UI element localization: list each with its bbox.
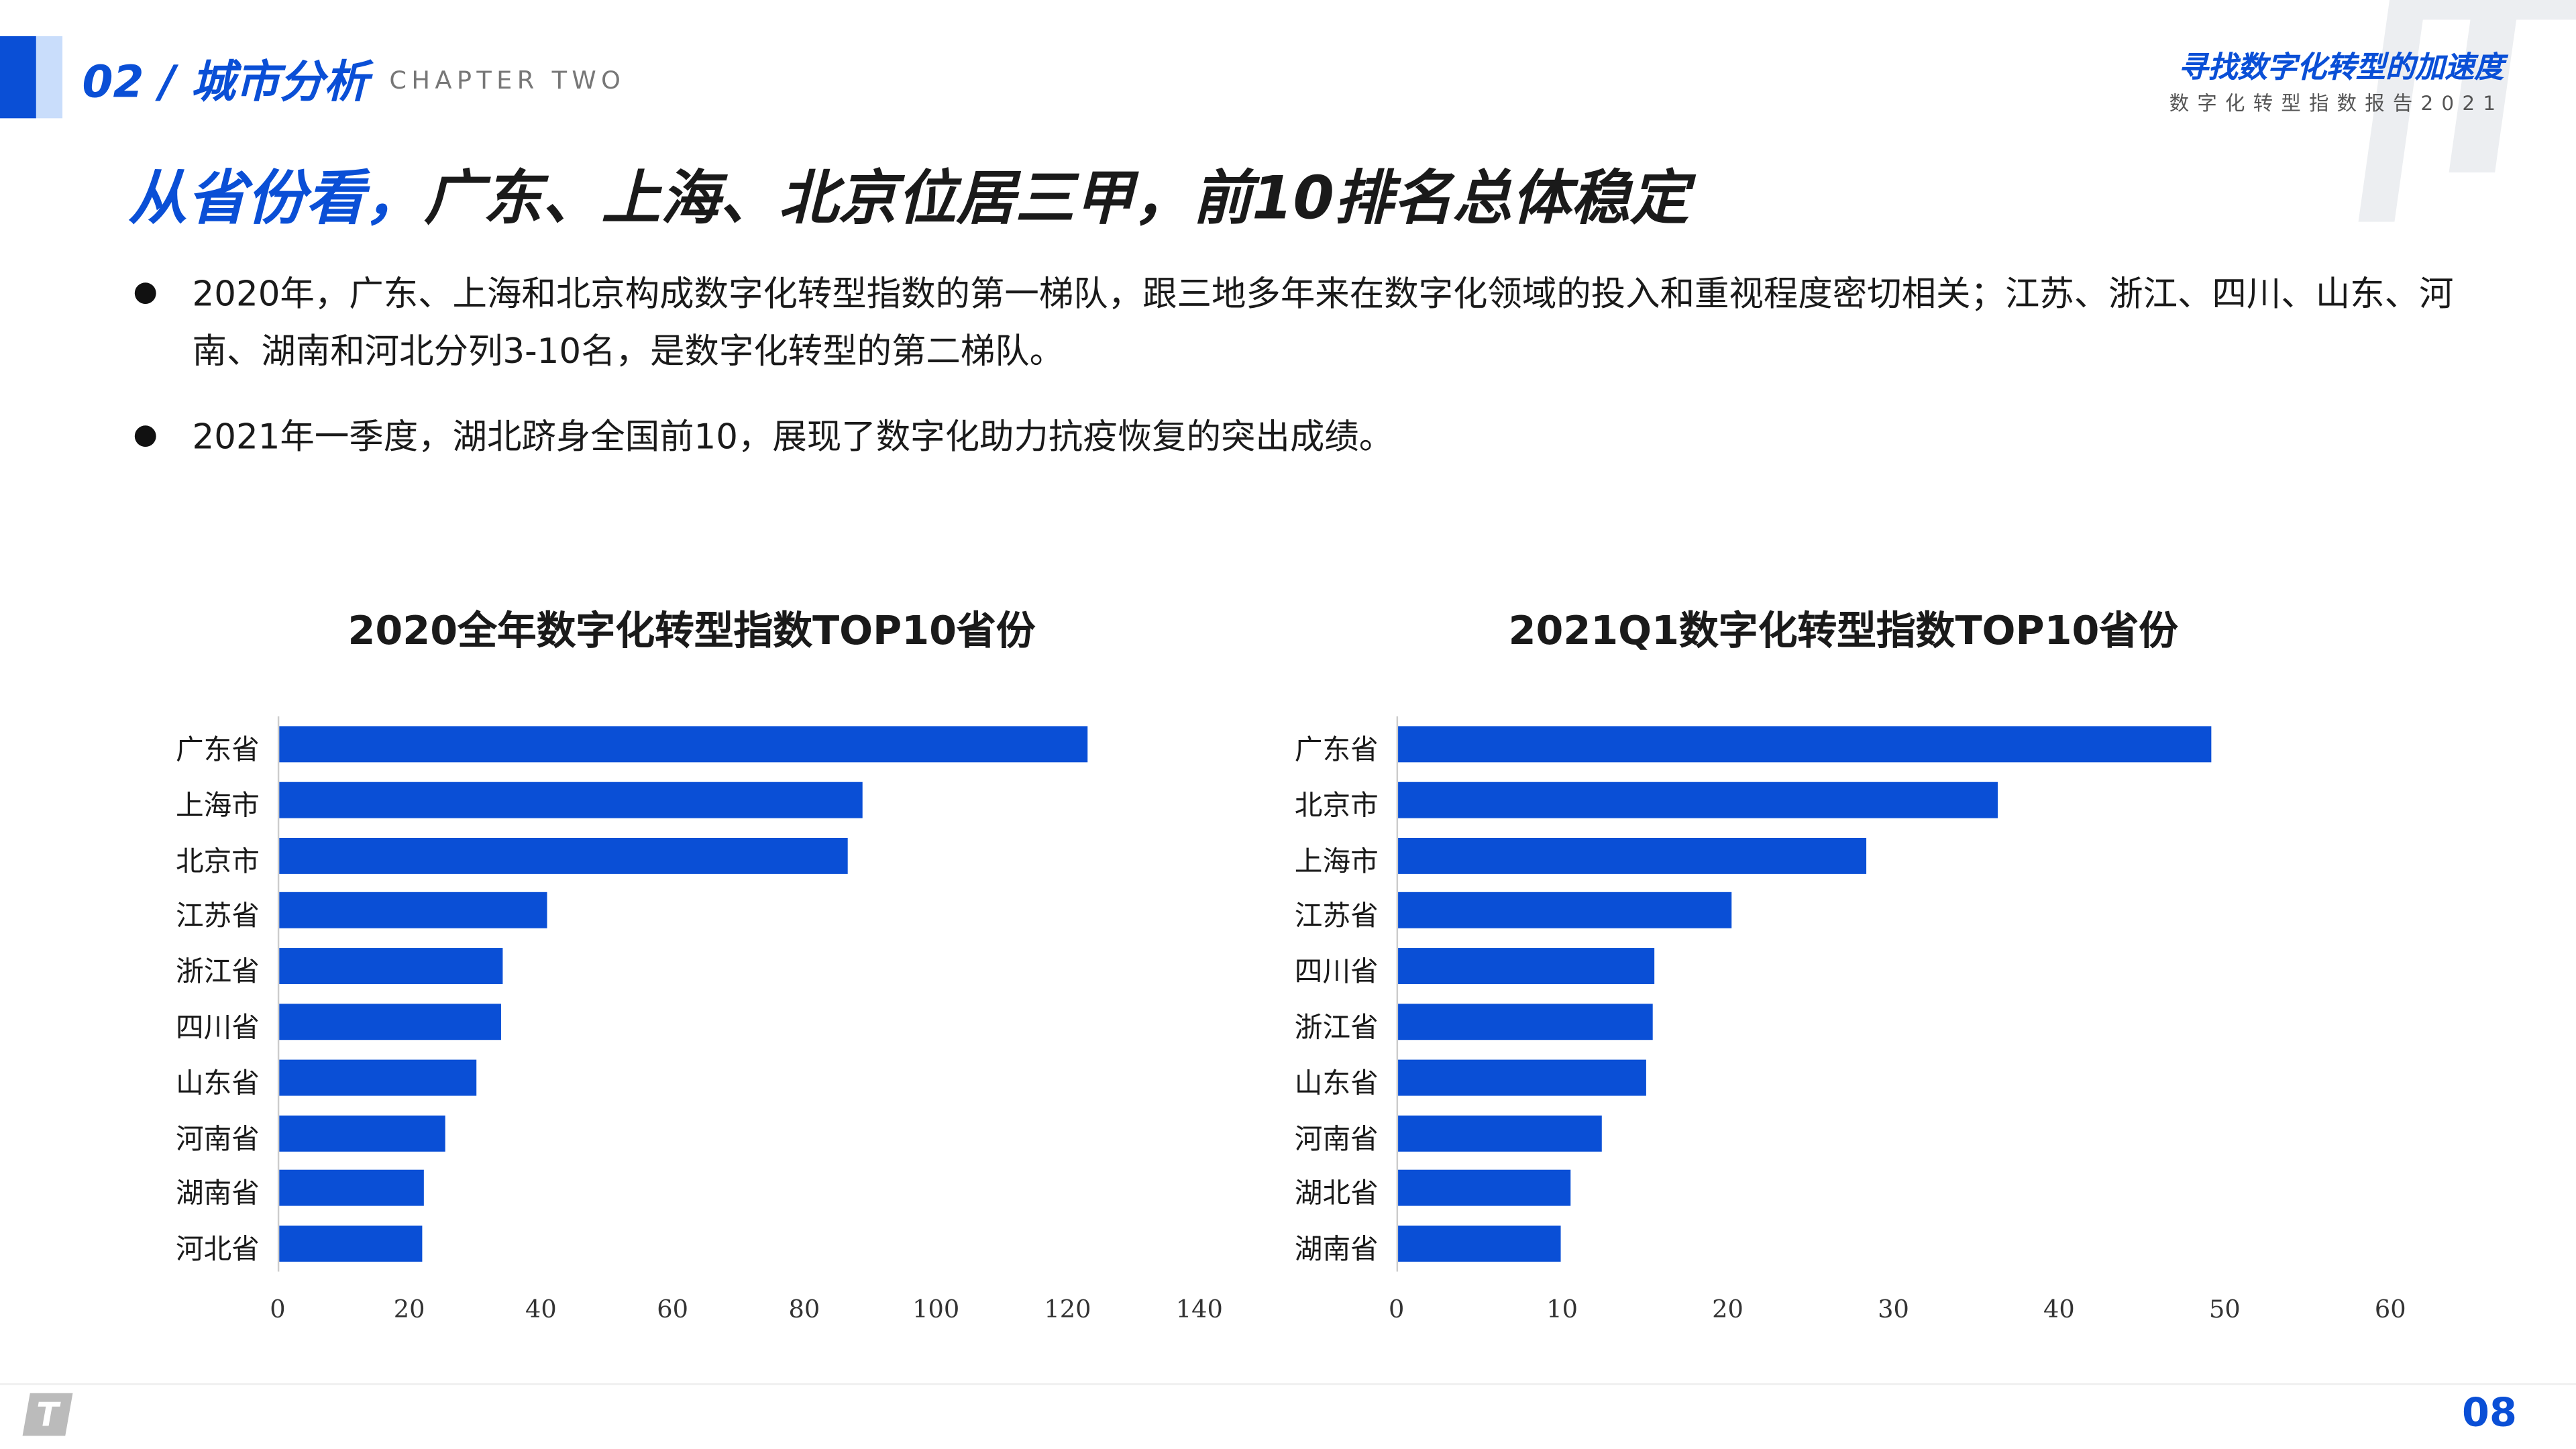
category-label: 河南省 <box>176 1123 260 1157</box>
list-item: 2021年一季度，湖北跻身全国前10，展现了数字化助力抗疫恢复的突出成绩。 <box>131 409 2498 467</box>
footer-divider <box>0 1383 2576 1385</box>
bullet-icon <box>134 425 156 447</box>
category-label: 北京市 <box>1294 790 1379 823</box>
category-label: 四川省 <box>1294 956 1379 989</box>
y-axis-line <box>1396 716 1399 1272</box>
x-tick-label: 40 <box>525 1294 557 1324</box>
bullet-icon <box>134 282 156 305</box>
page-title: 从省份看，广东、上海、北京位居三甲，前10排名总体稳定 <box>128 151 1689 236</box>
x-tick-label: 0 <box>1388 1294 1405 1324</box>
category-label: 湖北省 <box>1294 1178 1379 1212</box>
x-tick-label: 30 <box>1878 1294 1909 1324</box>
bar <box>279 1226 423 1263</box>
bar <box>1398 1226 1561 1263</box>
bar <box>1398 1114 1602 1151</box>
category-label: 浙江省 <box>176 956 260 989</box>
x-tick-label: 100 <box>912 1294 960 1324</box>
x-tick-label: 10 <box>1546 1294 1578 1324</box>
brand-title: 寻找数字化转型的加速度 <box>2178 50 2504 86</box>
category-label: 广东省 <box>176 734 260 767</box>
section-accent-light <box>36 36 63 119</box>
category-label: 上海市 <box>176 790 260 823</box>
x-tick-label: 80 <box>788 1294 820 1324</box>
x-tick-label: 20 <box>1712 1294 1743 1324</box>
bar <box>1398 726 2212 763</box>
category-label: 浙江省 <box>1294 1012 1379 1045</box>
page-number: 08 <box>2462 1389 2517 1436</box>
x-tick-label: 60 <box>2374 1294 2406 1324</box>
x-tick-label: 120 <box>1044 1294 1091 1324</box>
section-title: 02 / 城市分析 <box>82 57 369 109</box>
brand-subtitle: 数字化转型指数报告2021 <box>2169 92 2504 115</box>
bar <box>279 837 848 873</box>
x-tick-label: 140 <box>1175 1294 1223 1324</box>
bullet-list: 2020年，广东、上海和北京构成数字化转型指数的第一梯队，跟三地多年来在数字化领… <box>131 266 2498 494</box>
title-rest: 广东、上海、北京位居三甲，前10排名总体稳定 <box>423 166 1689 233</box>
category-label: 湖南省 <box>1294 1234 1379 1267</box>
x-tick-label: 60 <box>657 1294 689 1324</box>
logo: T <box>22 1393 73 1436</box>
category-label: 江苏省 <box>176 901 260 934</box>
x-tick-label: 50 <box>2208 1294 2241 1324</box>
bullet-text: 2021年一季度，湖北跻身全国前10，展现了数字化助力抗疫恢复的突出成绩。 <box>192 417 1394 457</box>
category-label: 山东省 <box>176 1067 260 1101</box>
bar <box>1398 1004 1654 1040</box>
category-label: 江苏省 <box>1294 901 1379 934</box>
category-label: 四川省 <box>176 1012 260 1045</box>
x-tick-label: 20 <box>393 1294 425 1324</box>
y-axis-line <box>277 716 280 1272</box>
bar <box>1398 1170 1570 1207</box>
bar <box>279 892 547 929</box>
bar <box>1398 892 1731 929</box>
x-tick-label: 0 <box>270 1294 286 1324</box>
title-lead: 从省份看， <box>128 166 424 233</box>
bar <box>279 1059 476 1095</box>
category-label: 湖南省 <box>176 1178 260 1212</box>
category-label: 北京市 <box>176 845 260 879</box>
bar <box>1398 948 1655 985</box>
bar <box>279 726 1088 763</box>
chart-title: 2020全年数字化转型指数TOP10省份 <box>347 608 1036 654</box>
category-label: 上海市 <box>1294 845 1379 879</box>
category-label: 河南省 <box>1294 1123 1379 1157</box>
bar <box>279 948 502 985</box>
bar <box>1398 1059 1647 1095</box>
bar <box>279 1114 445 1151</box>
list-item: 2020年，广东、上海和北京构成数字化转型指数的第一梯队，跟三地多年来在数字化领… <box>131 266 2498 381</box>
bar <box>279 782 863 818</box>
chapter-label: CHAPTER TWO <box>389 65 626 96</box>
category-label: 广东省 <box>1294 734 1379 767</box>
category-label: 河北省 <box>176 1234 260 1267</box>
bar <box>1398 837 1867 873</box>
bullet-text: 2020年，广东、上海和北京构成数字化转型指数的第一梯队，跟三地多年来在数字化领… <box>192 274 2454 372</box>
bar <box>1398 782 1998 818</box>
category-label: 山东省 <box>1294 1067 1379 1101</box>
section-accent <box>0 36 36 119</box>
bar <box>279 1004 502 1040</box>
x-tick-label: 40 <box>2043 1294 2075 1324</box>
bar <box>279 1170 425 1207</box>
chart-title: 2021Q1数字化转型指数TOP10省份 <box>1508 608 2178 654</box>
